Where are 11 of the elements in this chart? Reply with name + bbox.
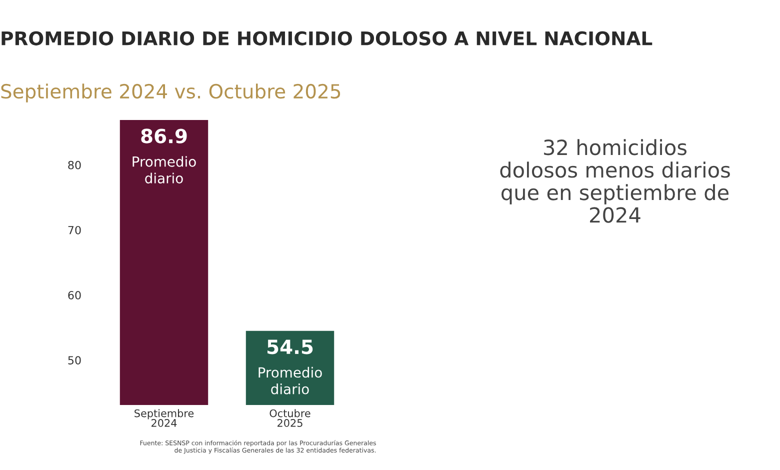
chart-title: PROMEDIO DIARIO DE HOMICIDIO DOLOSO A NIVEL NACIONAL (2, 31, 652, 46)
y-tick-label: 70 (68, 226, 81, 234)
data-label: 86.9 Promedio diario (132, 128, 196, 184)
y-tick-label: 50 (68, 356, 81, 364)
y-tick-label: 60 (68, 291, 81, 300)
data-label: 54.5 Promedio diario (258, 340, 322, 394)
text: 32 homicidios dolosos menos diarios que en septiembre de 2024 (500, 139, 730, 223)
x-tick-label: Octubre 2025 (270, 409, 310, 427)
x-tick-label: Septiembre 2024 (134, 409, 194, 427)
chart-subtitle: Septiembre 2024 vs. Octubre 2025 (1, 84, 340, 102)
y-tick-label: 80 (68, 160, 81, 170)
